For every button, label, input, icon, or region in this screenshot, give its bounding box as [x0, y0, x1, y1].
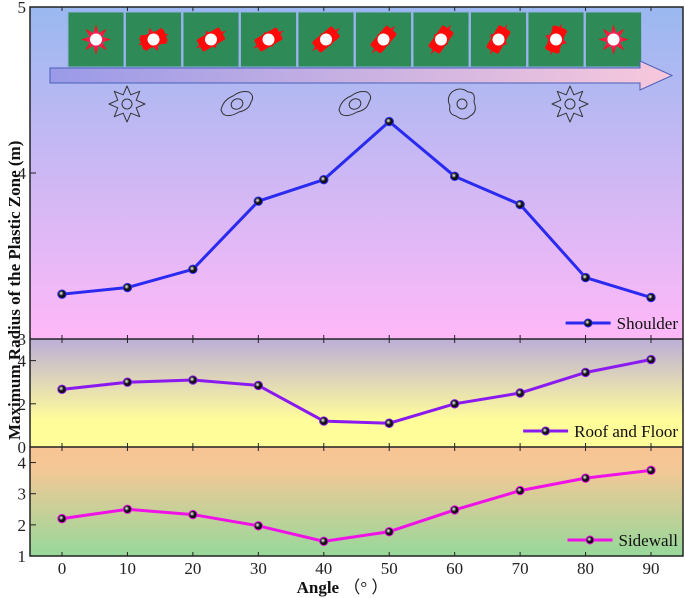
data-point-marker [319, 416, 329, 426]
data-point-marker [122, 282, 133, 293]
data-point-marker [319, 174, 329, 185]
legend-label: Shoulder [617, 314, 679, 333]
x-tick-label: 30 [250, 559, 267, 578]
data-point-marker [57, 384, 67, 395]
x-axis-unit: （° ） [343, 578, 389, 597]
data-point-marker [384, 527, 394, 537]
data-point-marker [449, 399, 460, 409]
data-point-marker [57, 513, 67, 524]
panel-middle-bg [30, 339, 683, 447]
y-tick-label: 0 [18, 438, 27, 457]
shape-icons [108, 85, 589, 123]
dogbone-shape-icon [220, 91, 254, 117]
x-tick-label: 0 [58, 559, 67, 578]
data-point-marker [646, 292, 656, 303]
x-axis-label: Angle （° ） [0, 573, 685, 598]
x-tick-label: 80 [577, 559, 594, 578]
data-point-marker [515, 199, 525, 210]
y-tick-label: 3 [18, 330, 27, 349]
series-line-sidewall [61, 468, 652, 543]
y-tick-label: 5 [18, 0, 27, 17]
x-tick-label: 60 [446, 559, 463, 578]
lobed-shape-icon [447, 88, 476, 120]
y-tick-label: 2 [18, 516, 27, 535]
data-point-marker [646, 354, 656, 365]
gear-shape-icon [551, 85, 589, 123]
plastic-zone-tiles [67, 11, 642, 68]
data-point-marker [580, 272, 591, 283]
y-tick-label: 1 [18, 547, 27, 566]
data-point-marker [188, 264, 198, 274]
data-point-marker [122, 504, 133, 514]
data-point-marker [253, 196, 264, 206]
data-point-marker [122, 377, 133, 387]
data-point-marker [188, 509, 198, 520]
plot-frame [29, 6, 684, 557]
legend-label: Roof and Floor [574, 422, 678, 441]
x-tick-label: 20 [184, 559, 201, 578]
series-line-roof-and-floor [61, 358, 652, 425]
series-line-shoulder [61, 119, 652, 299]
legends: Shoulder Roof and Floor Sidewall [523, 314, 678, 550]
x-axis-label-text: Angle [296, 578, 340, 597]
data-point-marker [57, 289, 67, 299]
x-tick-label: 70 [512, 559, 529, 578]
legend-label: Sidewall [619, 531, 679, 550]
data-point-marker [253, 521, 264, 531]
x-tick-label: 40 [315, 559, 332, 578]
data-series [57, 116, 656, 547]
data-point-marker [384, 116, 394, 127]
y-tick-label: 4 [18, 352, 27, 371]
data-point-marker [384, 418, 394, 428]
x-tick-label: 90 [643, 559, 660, 578]
data-point-marker [646, 465, 656, 476]
progress-arrow-icon [49, 60, 674, 91]
plastic-zone-tile [67, 11, 125, 68]
data-point-marker [580, 367, 591, 378]
data-point-marker [188, 375, 198, 385]
y-tick-label: 3 [18, 485, 27, 504]
y-axis-label: Maximum Radius of the Plastic Zone (m) [5, 140, 24, 440]
data-point-marker [449, 171, 460, 182]
x-tick-label: 50 [381, 559, 398, 578]
dogbone-shape-icon [338, 91, 372, 117]
y-tick-label: 2 [18, 395, 27, 414]
y-tick-label: 4 [18, 164, 27, 183]
y-tick-label: 4 [18, 454, 27, 473]
data-point-marker [515, 485, 525, 496]
x-tick-label: 10 [119, 559, 136, 578]
data-point-marker [449, 505, 460, 515]
data-point-marker [319, 536, 329, 547]
data-point-marker [253, 380, 264, 391]
gear-shape-icon [108, 85, 146, 123]
data-point-marker [580, 473, 591, 483]
data-point-marker [515, 388, 525, 398]
